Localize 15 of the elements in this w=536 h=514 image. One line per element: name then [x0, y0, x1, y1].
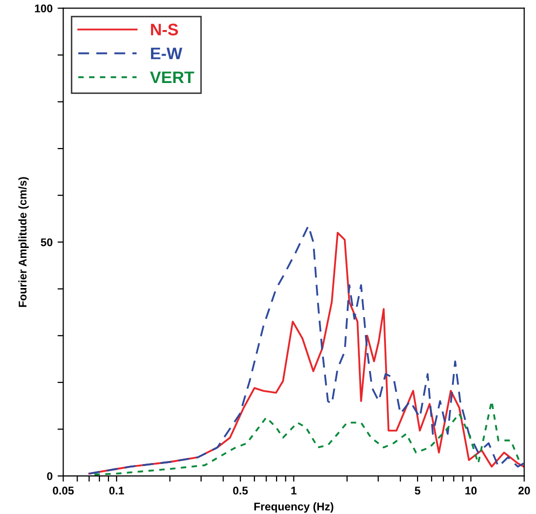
- x-tick-label: 20: [518, 486, 530, 495]
- x-tick-label: 1: [291, 486, 297, 494]
- x-tick-label: 0.1: [109, 486, 124, 495]
- y-tick-label: 100: [34, 4, 52, 12]
- y-tick-label: 0: [47, 472, 52, 480]
- legend-label: E-W: [151, 48, 182, 60]
- legend-label: VERT: [150, 72, 194, 84]
- x-tick-label: 5: [414, 486, 420, 495]
- x-tick-label: 0.05: [52, 486, 74, 495]
- legend-label: N-S: [151, 24, 178, 36]
- y-tick-label: 50: [40, 238, 52, 246]
- y-axis-title: Fourier Amplitude (cm/s): [18, 177, 29, 307]
- x-axis-title: Frequency (Hz): [254, 502, 334, 513]
- x-tick-label: 0.5: [233, 486, 248, 495]
- x-tick-label: 10: [465, 486, 477, 495]
